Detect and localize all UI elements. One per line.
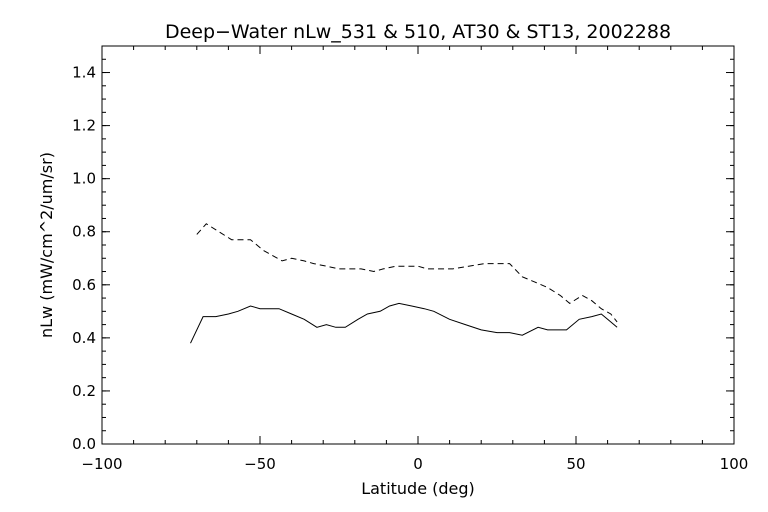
x-tick-label: −50 [244,455,276,473]
x-tick-label: 50 [566,455,585,473]
dashed-series-line [196,223,618,323]
y-axis-label: nLw (mW/cm^2/um/sr) [37,152,56,338]
x-axis-label: Latitude (deg) [361,479,475,498]
y-tick-label: 1.4 [72,64,96,82]
axis-ticks [101,46,735,445]
x-tick-label: 100 [720,455,749,473]
y-tick-label: 1.0 [72,170,96,188]
x-tick-label: 0 [413,455,423,473]
y-tick-label: 0.4 [72,329,96,347]
solid-series-line [190,302,618,344]
y-tick-label: 0.0 [72,435,96,453]
y-tick-label: 0.2 [72,382,96,400]
y-tick-label: 1.2 [72,117,96,135]
plot-frame [101,45,735,445]
y-tick-label: 0.6 [72,276,96,294]
series-group [190,223,618,344]
x-tick-label: −100 [81,455,122,473]
axis-tick-labels: −100 −50 0 50 100 0.0 0.2 0.4 0.6 0.8 1.0 1.2 1.4 [72,64,748,473]
chart-title: Deep−Water nLw_531 & 510, AT30 & ST13, 2… [165,21,671,43]
y-tick-label: 0.8 [72,223,96,241]
